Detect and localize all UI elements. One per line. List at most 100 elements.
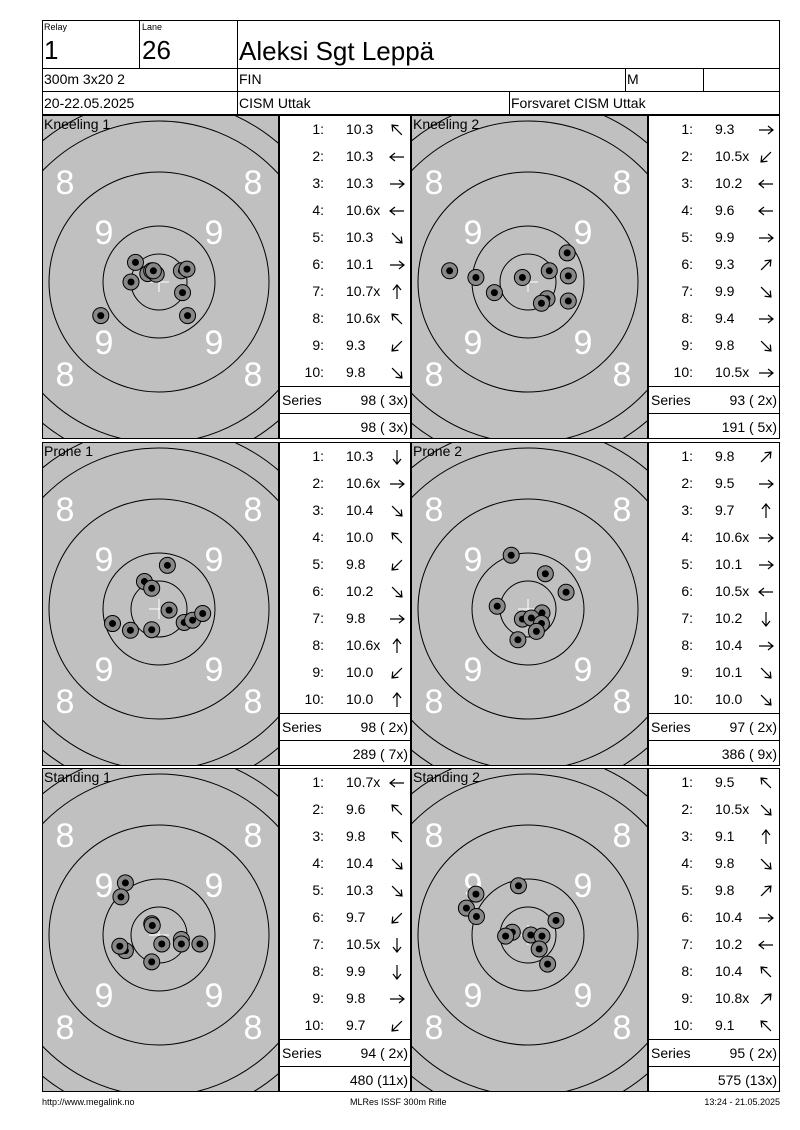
series-label: Series <box>282 1045 322 1061</box>
shot-row: 4: 9.8 <box>649 850 779 877</box>
ring-number-label: 8 <box>244 817 263 855</box>
header-block: Relay 1 Lane 26 Aleksi Sgt Leppä 300m 3x… <box>42 20 780 115</box>
shot-hole <box>488 597 506 615</box>
direction-arrow-icon <box>759 314 774 324</box>
shot-row: 3: 10.2 <box>649 170 779 197</box>
ring-number-label: 8 <box>56 356 75 394</box>
shot-value: 10.6x <box>346 637 381 653</box>
target-standing-1: 8 8 8 8 9 9 9 9 Standing 1 <box>42 768 279 1092</box>
footer-right: 13:24 - 21.05.2025 <box>704 1097 780 1107</box>
dates: 20-22.05.2025 <box>44 95 135 111</box>
shot-number: 5: <box>681 556 693 572</box>
target-ring <box>43 120 278 438</box>
ring-number-label: 8 <box>613 817 632 855</box>
direction-arrow-icon <box>389 206 404 216</box>
shot-hole <box>104 615 122 633</box>
shooter-name: Aleksi Sgt Leppä <box>239 36 435 66</box>
shot-value: 10.7x <box>346 283 381 299</box>
shot-row: 2: 9.6 <box>280 796 410 823</box>
header-divider <box>139 21 140 68</box>
shot-number: 2: <box>681 475 693 491</box>
target-ring <box>102 225 216 339</box>
shot-number: 9: <box>681 664 693 680</box>
direction-arrow-icon <box>391 667 403 679</box>
shot-row: 4: 10.4 <box>280 850 410 877</box>
ring-number-label: 8 <box>425 683 444 721</box>
ring-number-label: 9 <box>205 324 224 362</box>
shot-number: 4: <box>681 202 693 218</box>
shot-row: 2: 10.5x <box>649 143 779 170</box>
shot-number: 10: <box>304 364 324 380</box>
ring-number-label: 9 <box>95 324 114 362</box>
shot-number: 4: <box>681 855 693 871</box>
ring-number-label: 8 <box>425 356 444 394</box>
shot-hole <box>143 916 161 934</box>
lane-value: 26 <box>142 35 171 65</box>
gender: M <box>627 71 639 87</box>
shot-number: 7: <box>312 610 324 626</box>
shot-number: 6: <box>681 583 693 599</box>
target-ring <box>48 498 270 720</box>
direction-arrow-icon <box>760 694 772 706</box>
shot-row: 2: 9.5 <box>649 470 779 497</box>
direction-arrow-icon <box>391 858 403 870</box>
ring-number-label: 8 <box>613 491 632 529</box>
shot-value: 10.0 <box>346 664 374 680</box>
shot-number: 10: <box>673 364 693 380</box>
shot-hole <box>558 244 576 262</box>
shot-hole <box>158 556 176 574</box>
shot-number: 2: <box>681 148 693 164</box>
series-title: Standing 1 <box>44 769 111 785</box>
shot-value: 10.0 <box>346 529 374 545</box>
series-title: Standing 2 <box>413 769 480 785</box>
shot-value: 10.5x <box>715 364 750 380</box>
shot-row: 5: 9.8 <box>649 877 779 904</box>
shot-hole <box>509 877 527 895</box>
ring-number-label: 9 <box>574 977 593 1015</box>
shot-row: 5: 10.1 <box>649 551 779 578</box>
shot-number: 4: <box>681 529 693 545</box>
shot-row: 9: 10.8x <box>649 985 779 1012</box>
ring-number-label: 8 <box>425 817 444 855</box>
shot-number: 7: <box>312 936 324 952</box>
shot-number: 3: <box>681 502 693 518</box>
direction-arrow-icon <box>759 125 774 135</box>
shot-row: 4: 10.0 <box>280 524 410 551</box>
direction-arrow-icon <box>760 966 772 978</box>
shot-hole <box>467 885 485 903</box>
shot-value: 9.5 <box>715 475 735 491</box>
shot-value: 10.6x <box>715 529 750 545</box>
shot-row: 2: 10.6x <box>280 470 410 497</box>
shot-row: 4: 10.6x <box>280 197 410 224</box>
competition: CISM Uttak <box>239 95 311 111</box>
shot-row: 4: 9.6 <box>649 197 779 224</box>
shot-value: 9.7 <box>715 502 735 518</box>
direction-arrow-icon <box>391 804 403 816</box>
running-total: 386 ( 9x) <box>721 746 777 762</box>
shot-hole <box>497 927 515 945</box>
ring-number-label: 8 <box>244 491 263 529</box>
running-total-row: 98 ( 3x) <box>280 413 410 441</box>
shot-row: 10: 9.1 <box>649 1012 779 1039</box>
shot-value: 10.4 <box>346 855 374 871</box>
shot-number: 10: <box>673 1017 693 1033</box>
shot-number: 2: <box>312 148 324 164</box>
shot-hole <box>557 583 575 601</box>
shot-row: 7: 10.2 <box>649 931 779 958</box>
ring-number-label: 9 <box>205 867 224 905</box>
target-ring <box>417 824 639 1046</box>
shot-hole <box>121 621 139 639</box>
shot-hole <box>194 604 212 622</box>
shot-hole <box>126 253 144 271</box>
ring-number-label: 9 <box>205 541 224 579</box>
direction-arrow-icon <box>392 692 402 707</box>
shot-row: 2: 10.3 <box>280 143 410 170</box>
shot-hole <box>536 565 554 583</box>
direction-arrow-icon <box>391 586 403 598</box>
target-ring <box>102 878 216 992</box>
series-total-row: Series 97 ( 2x) <box>649 713 779 741</box>
shot-number: 1: <box>681 448 693 464</box>
direction-arrow-icon <box>760 858 772 870</box>
shot-number: 7: <box>681 283 693 299</box>
shot-number: 2: <box>312 801 324 817</box>
